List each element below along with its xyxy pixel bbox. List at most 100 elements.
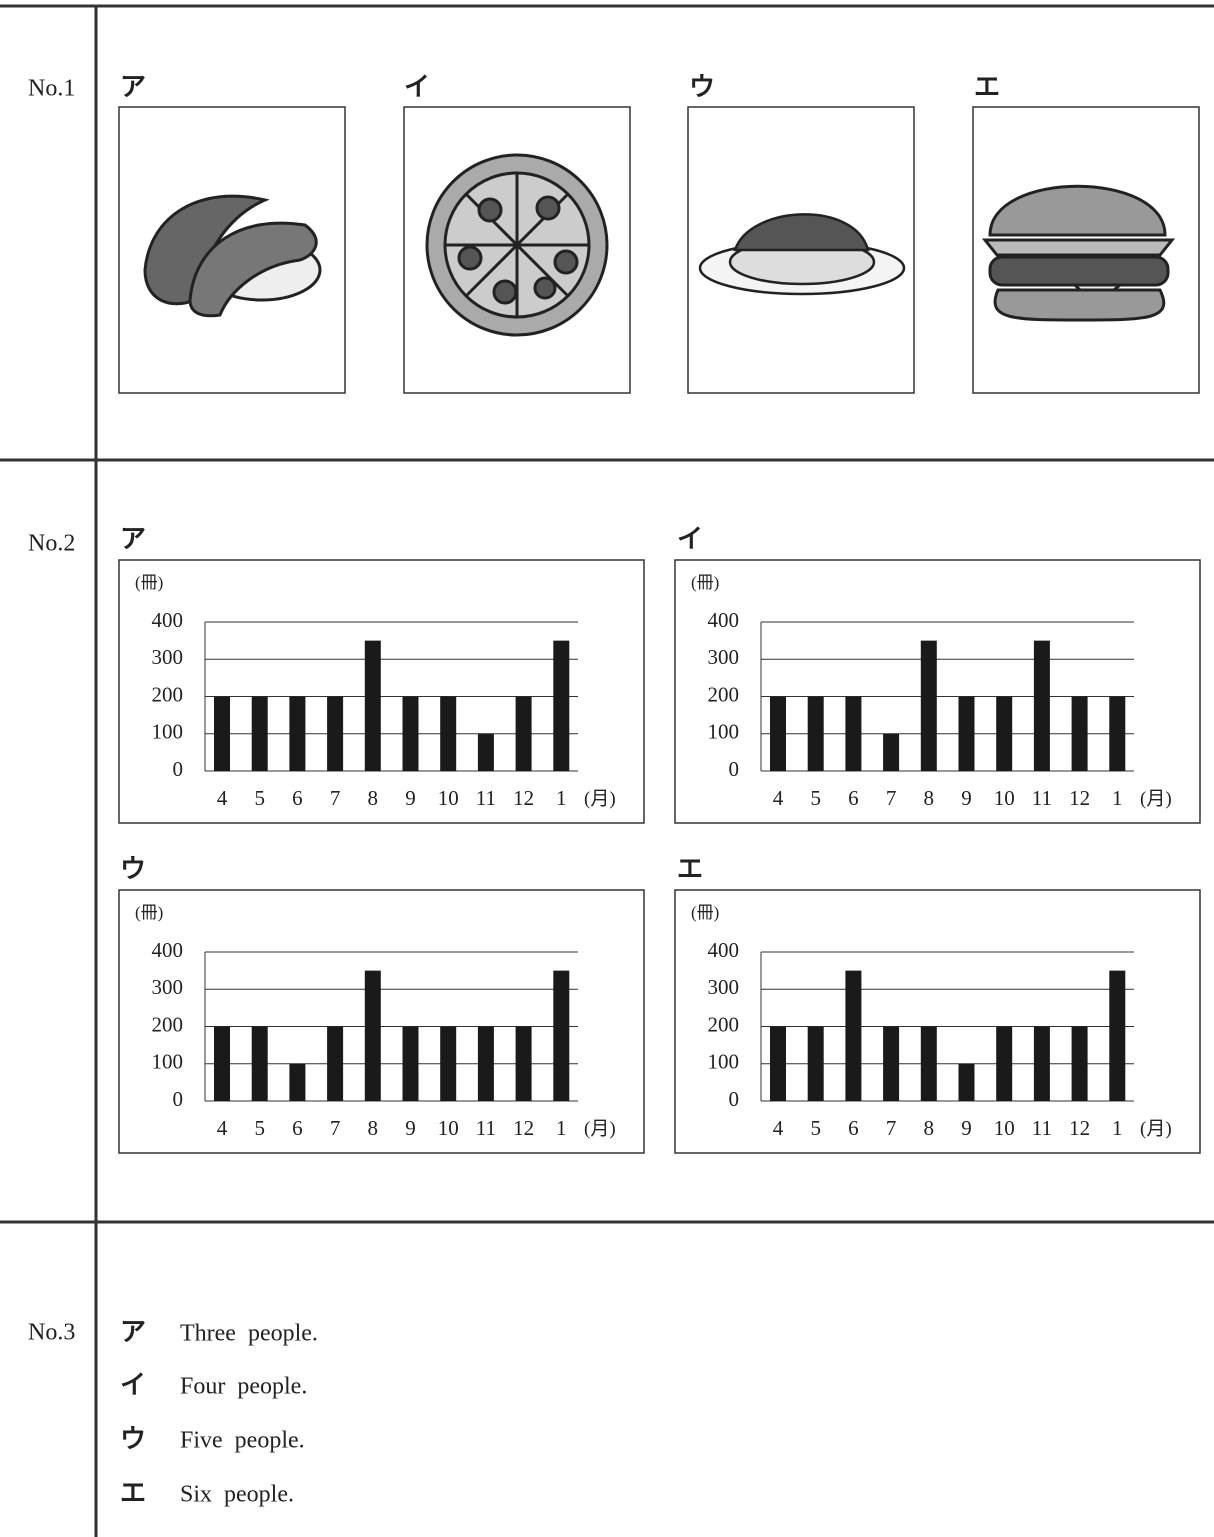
question-number: No.1 <box>28 76 75 102</box>
x-tick-label: 8 <box>924 786 935 810</box>
bar <box>553 640 570 771</box>
x-tick-label: 12 <box>513 1116 534 1140</box>
y-tick-label: 0 <box>173 1087 184 1111</box>
bar <box>770 1026 786 1101</box>
bar <box>214 696 230 771</box>
x-tick-label: 5 <box>810 786 821 810</box>
bar <box>996 696 1013 771</box>
option-mark: ア <box>120 73 146 103</box>
bar <box>515 696 532 771</box>
y-tick-label: 400 <box>152 938 184 962</box>
bar <box>1109 970 1126 1101</box>
y-axis-label: (冊) <box>135 573 163 592</box>
x-tick-label: 7 <box>330 786 341 810</box>
y-tick-label: 400 <box>708 608 740 632</box>
bar <box>958 1063 975 1101</box>
picture-box <box>972 106 1200 394</box>
y-tick-label: 400 <box>152 608 184 632</box>
y-axis-label: (冊) <box>135 903 163 922</box>
bar <box>402 696 419 771</box>
y-tick-label: 200 <box>152 1012 184 1036</box>
x-tick-label: 9 <box>961 1116 972 1140</box>
bar <box>1033 640 1050 771</box>
y-axis-label: (冊) <box>691 573 719 592</box>
x-tick-label: 5 <box>810 1116 821 1140</box>
question-number: No.3 <box>28 1320 75 1346</box>
y-tick-label: 300 <box>708 975 740 999</box>
option-mark: エ <box>974 73 1000 103</box>
x-tick-label: 4 <box>773 786 784 810</box>
bar <box>920 1026 937 1101</box>
x-axis-label: (月) <box>1140 788 1172 809</box>
x-axis-label: (月) <box>584 1118 616 1139</box>
bar <box>364 640 381 771</box>
y-tick-label: 400 <box>708 938 740 962</box>
x-tick-label: 12 <box>513 786 534 810</box>
x-tick-label: 1 <box>1112 786 1123 810</box>
bar <box>1033 1026 1050 1101</box>
y-tick-label: 100 <box>152 720 184 744</box>
option-mark: ウ <box>120 1425 146 1455</box>
bar <box>920 640 937 771</box>
option-mark: エ <box>120 1479 146 1509</box>
hamburger-illustration <box>981 184 1176 322</box>
picture-box <box>403 106 631 394</box>
bar <box>289 1063 306 1101</box>
bar <box>440 1026 457 1101</box>
bar <box>402 1026 419 1101</box>
chart-frame <box>118 559 645 824</box>
option-text: Five people. <box>180 1428 305 1454</box>
bar <box>477 1026 494 1101</box>
bar <box>807 696 824 771</box>
question-number: No.2 <box>28 531 75 557</box>
bar <box>1109 696 1126 771</box>
bar <box>553 970 570 1101</box>
x-tick-label: 11 <box>476 1116 496 1140</box>
x-tick-label: 8 <box>368 786 379 810</box>
y-tick-label: 100 <box>152 1050 184 1074</box>
option-mark: ウ <box>120 855 146 885</box>
x-tick-label: 12 <box>1069 1116 1090 1140</box>
y-axis-label: (冊) <box>691 903 719 922</box>
chart-frame <box>118 889 645 1154</box>
picture-box <box>118 106 346 394</box>
x-tick-label: 11 <box>1032 786 1052 810</box>
pizza-illustration <box>425 153 609 337</box>
bar <box>770 696 786 771</box>
x-tick-label: 10 <box>438 1116 459 1140</box>
bar <box>807 1026 824 1101</box>
option-mark: ア <box>120 525 146 555</box>
y-tick-label: 300 <box>708 645 740 669</box>
bar <box>440 696 457 771</box>
bar <box>1071 696 1088 771</box>
option-text: Six people. <box>180 1482 294 1508</box>
x-tick-label: 6 <box>848 1116 859 1140</box>
bar <box>364 970 381 1101</box>
bar <box>327 1026 344 1101</box>
x-tick-label: 1 <box>1112 1116 1123 1140</box>
x-tick-label: 10 <box>438 786 459 810</box>
bar <box>1071 1026 1088 1101</box>
x-tick-label: 5 <box>254 786 265 810</box>
y-tick-label: 0 <box>729 757 740 781</box>
option-text: Three people. <box>180 1321 318 1347</box>
x-tick-label: 11 <box>476 786 496 810</box>
option-mark: エ <box>677 855 703 885</box>
x-tick-label: 10 <box>994 786 1015 810</box>
bar <box>214 1026 230 1101</box>
option-mark: ウ <box>689 73 715 103</box>
y-tick-label: 300 <box>152 975 184 999</box>
x-tick-label: 4 <box>217 1116 228 1140</box>
option-text: Four people. <box>180 1374 307 1400</box>
x-tick-label: 7 <box>330 1116 341 1140</box>
y-tick-label: 100 <box>708 720 740 744</box>
x-tick-label: 6 <box>292 786 303 810</box>
y-tick-label: 200 <box>152 682 184 706</box>
option-mark: イ <box>120 1371 146 1401</box>
bar <box>477 733 494 771</box>
spaghetti-illustration <box>698 213 906 296</box>
bar <box>845 970 862 1101</box>
bar <box>515 1026 532 1101</box>
x-tick-label: 9 <box>405 1116 416 1140</box>
